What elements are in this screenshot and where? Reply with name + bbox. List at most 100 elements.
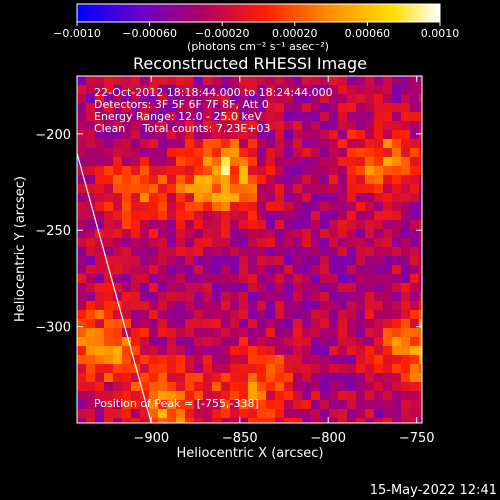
heatmap-cell	[167, 94, 177, 104]
heatmap-cell	[320, 355, 330, 365]
heatmap-cell	[275, 256, 285, 266]
heatmap-cell	[239, 265, 249, 275]
heatmap-cell	[338, 148, 348, 158]
heatmap-cell	[149, 373, 159, 383]
heatmap-cell	[221, 382, 231, 392]
heatmap-cell	[104, 274, 114, 284]
heatmap-cell	[392, 274, 402, 284]
heatmap-cell	[212, 76, 222, 86]
heatmap-cell	[374, 256, 384, 266]
colorbar-unit-label: (photons cm⁻² s⁻¹ asec⁻²)	[187, 40, 329, 53]
heatmap-cell	[113, 157, 123, 167]
heatmap-cell	[356, 418, 366, 423]
heatmap-cell	[338, 292, 348, 302]
heatmap-cell	[311, 400, 321, 410]
heatmap-cell	[185, 148, 195, 158]
heatmap-cell	[185, 238, 195, 248]
heatmap-cell	[311, 130, 321, 140]
heatmap-cell	[320, 310, 330, 320]
heatmap-cell	[167, 265, 177, 275]
heatmap-cell	[104, 112, 114, 122]
heatmap-cell	[347, 202, 357, 212]
heatmap-cell	[194, 166, 204, 176]
heatmap-cell	[86, 238, 96, 248]
heatmap-cell	[392, 112, 402, 122]
heatmap-cell	[374, 346, 384, 356]
heatmap-cell	[212, 211, 222, 221]
heatmap-cell	[419, 85, 422, 95]
heatmap-cell	[293, 229, 303, 239]
heatmap-cell	[383, 175, 393, 185]
heatmap-cell	[365, 211, 375, 221]
heatmap-cell	[302, 400, 312, 410]
heatmap-cell	[320, 175, 330, 185]
heatmap-cell	[365, 193, 375, 203]
heatmap-cell	[239, 256, 249, 266]
heatmap-cell	[194, 121, 204, 131]
heatmap-cell	[113, 202, 123, 212]
heatmap-cell	[383, 247, 393, 257]
heatmap-cell	[302, 103, 312, 113]
heatmap-cell	[311, 247, 321, 257]
heatmap-cell	[77, 328, 87, 338]
heatmap-cell	[356, 247, 366, 257]
heatmap-cell	[311, 220, 321, 230]
heatmap-cell	[266, 256, 276, 266]
heatmap-cell	[383, 337, 393, 347]
heatmap-cell	[221, 238, 231, 248]
heatmap-cell	[176, 112, 186, 122]
heatmap-cell	[131, 94, 141, 104]
heatmap-cell	[77, 319, 87, 329]
heatmap-cell	[284, 103, 294, 113]
heatmap-cell	[239, 310, 249, 320]
heatmap-cell	[122, 238, 132, 248]
heatmap-cell	[266, 409, 276, 419]
heatmap-cell	[302, 130, 312, 140]
heatmap-cell	[221, 391, 231, 401]
heatmap-cell	[284, 184, 294, 194]
heatmap-cell	[221, 184, 231, 194]
heatmap-cell	[284, 157, 294, 167]
heatmap-cell	[329, 310, 339, 320]
heatmap-cell	[401, 391, 411, 401]
heatmap-cell	[347, 400, 357, 410]
heatmap-cell	[149, 94, 159, 104]
heatmap-cell	[158, 229, 168, 239]
heatmap-cell	[302, 238, 312, 248]
heatmap-cell	[149, 319, 159, 329]
heatmap-cell	[257, 391, 267, 401]
heatmap-cell	[392, 85, 402, 95]
heatmap-cell	[347, 319, 357, 329]
heatmap-cell	[176, 121, 186, 131]
heatmap-cell	[401, 112, 411, 122]
heatmap-cell	[419, 274, 422, 284]
heatmap-cell	[140, 76, 150, 86]
heatmap-cell	[140, 103, 150, 113]
heatmap-cell	[401, 319, 411, 329]
heatmap-cell	[230, 391, 240, 401]
heatmap-cell	[311, 166, 321, 176]
heatmap-cell	[257, 328, 267, 338]
heatmap-cell	[248, 229, 258, 239]
heatmap-cell	[230, 355, 240, 365]
heatmap-cell	[374, 418, 384, 423]
heatmap-cell	[320, 328, 330, 338]
heatmap-cell	[248, 148, 258, 158]
heatmap-cell	[158, 139, 168, 149]
heatmap-cell	[104, 166, 114, 176]
heatmap-cell	[311, 355, 321, 365]
heatmap-cell	[122, 193, 132, 203]
heatmap-cell	[113, 103, 123, 113]
heatmap-cell	[122, 121, 132, 131]
heatmap-cell	[410, 193, 420, 203]
heatmap-cell	[392, 256, 402, 266]
heatmap-cell	[86, 184, 96, 194]
y-tick-label: −200	[35, 128, 71, 143]
heatmap-cell	[248, 94, 258, 104]
heatmap-cell	[140, 166, 150, 176]
heatmap-cell	[410, 238, 420, 248]
heatmap-cell	[266, 130, 276, 140]
heatmap-cell	[365, 202, 375, 212]
heatmap-cell	[356, 364, 366, 374]
heatmap-cell	[194, 76, 204, 86]
